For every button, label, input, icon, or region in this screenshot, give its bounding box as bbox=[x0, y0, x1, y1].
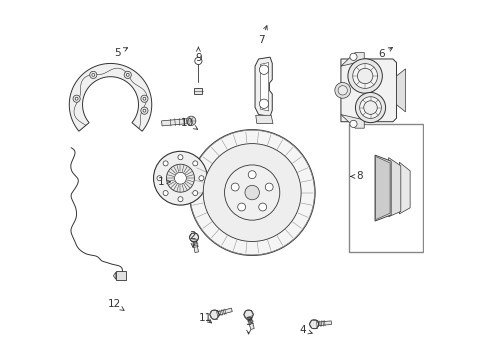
Circle shape bbox=[338, 86, 347, 95]
Circle shape bbox=[124, 71, 131, 78]
Circle shape bbox=[350, 53, 357, 60]
Circle shape bbox=[90, 71, 97, 78]
Polygon shape bbox=[256, 115, 273, 123]
Text: 8: 8 bbox=[351, 171, 363, 181]
Polygon shape bbox=[399, 162, 410, 214]
Circle shape bbox=[190, 233, 199, 242]
Circle shape bbox=[178, 197, 183, 202]
Polygon shape bbox=[389, 158, 401, 217]
Circle shape bbox=[143, 97, 146, 100]
Circle shape bbox=[357, 68, 373, 84]
Circle shape bbox=[75, 97, 78, 100]
Circle shape bbox=[360, 97, 381, 118]
Circle shape bbox=[310, 319, 319, 329]
Circle shape bbox=[335, 82, 351, 98]
Circle shape bbox=[178, 155, 183, 160]
Circle shape bbox=[224, 165, 280, 220]
Circle shape bbox=[248, 171, 256, 179]
Text: 4: 4 bbox=[299, 325, 312, 335]
Circle shape bbox=[187, 116, 196, 126]
Text: 11: 11 bbox=[199, 313, 212, 323]
Circle shape bbox=[126, 73, 129, 76]
Circle shape bbox=[231, 183, 239, 191]
Circle shape bbox=[203, 144, 301, 242]
Polygon shape bbox=[376, 157, 390, 220]
Polygon shape bbox=[375, 155, 391, 221]
Circle shape bbox=[193, 190, 198, 195]
Circle shape bbox=[163, 190, 168, 195]
Text: 7: 7 bbox=[258, 26, 267, 45]
Circle shape bbox=[174, 172, 186, 184]
Bar bbox=[195, 88, 202, 94]
Polygon shape bbox=[341, 114, 364, 128]
Circle shape bbox=[350, 120, 357, 127]
Polygon shape bbox=[260, 63, 269, 111]
Circle shape bbox=[199, 176, 204, 181]
Circle shape bbox=[259, 99, 269, 108]
Polygon shape bbox=[214, 308, 232, 316]
Circle shape bbox=[141, 95, 148, 102]
Polygon shape bbox=[162, 118, 192, 126]
Polygon shape bbox=[247, 314, 254, 329]
Circle shape bbox=[210, 310, 219, 319]
Circle shape bbox=[265, 183, 273, 191]
Circle shape bbox=[163, 161, 168, 166]
Circle shape bbox=[245, 185, 259, 200]
Polygon shape bbox=[255, 57, 272, 116]
Circle shape bbox=[141, 107, 148, 114]
Text: 5: 5 bbox=[114, 48, 127, 58]
Text: 2: 2 bbox=[190, 231, 196, 247]
Text: 6: 6 bbox=[378, 48, 392, 59]
Circle shape bbox=[73, 95, 80, 102]
Bar bbox=[349, 125, 422, 252]
Circle shape bbox=[353, 64, 377, 89]
Text: 1: 1 bbox=[157, 177, 171, 187]
Circle shape bbox=[364, 101, 377, 114]
Polygon shape bbox=[69, 63, 152, 131]
Circle shape bbox=[153, 151, 207, 205]
Polygon shape bbox=[341, 53, 364, 66]
Circle shape bbox=[193, 161, 198, 166]
Circle shape bbox=[190, 130, 315, 255]
Text: 12: 12 bbox=[107, 299, 124, 310]
Polygon shape bbox=[113, 272, 116, 279]
Circle shape bbox=[167, 164, 195, 192]
Text: 3: 3 bbox=[245, 317, 252, 334]
Polygon shape bbox=[116, 271, 126, 280]
Polygon shape bbox=[341, 59, 396, 122]
Text: 10: 10 bbox=[181, 118, 197, 129]
Circle shape bbox=[355, 93, 386, 123]
Text: 9: 9 bbox=[195, 47, 202, 63]
Circle shape bbox=[259, 65, 269, 75]
Circle shape bbox=[238, 203, 245, 211]
Circle shape bbox=[348, 59, 382, 93]
Circle shape bbox=[259, 203, 267, 211]
Circle shape bbox=[92, 73, 95, 76]
Circle shape bbox=[143, 109, 146, 112]
Polygon shape bbox=[396, 69, 406, 112]
Polygon shape bbox=[314, 321, 332, 326]
Circle shape bbox=[195, 57, 202, 64]
Circle shape bbox=[244, 310, 253, 319]
Polygon shape bbox=[192, 237, 198, 252]
Circle shape bbox=[157, 176, 162, 181]
